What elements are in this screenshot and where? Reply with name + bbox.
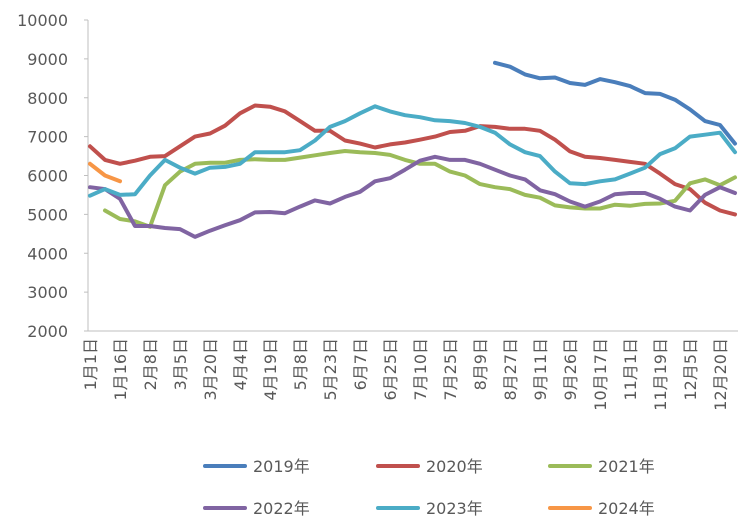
y-tick-label: 5000 bbox=[27, 205, 68, 224]
x-tick-label: 7月25日 bbox=[441, 338, 460, 401]
y-tick-label: 10000 bbox=[17, 11, 68, 30]
y-tick-label: 2000 bbox=[27, 322, 68, 341]
x-tick-label: 9月26日 bbox=[561, 338, 580, 401]
x-tick-label: 2月8日 bbox=[141, 338, 160, 390]
legend-label: 2023年 bbox=[426, 499, 483, 518]
series-line bbox=[88, 154, 737, 239]
x-tick-label: 6月7日 bbox=[351, 338, 370, 390]
x-tick-label: 4月4日 bbox=[231, 338, 250, 390]
legend-label: 2020年 bbox=[426, 457, 483, 476]
x-tick-label: 5月23日 bbox=[321, 338, 340, 401]
legend-label: 2019年 bbox=[253, 457, 310, 476]
x-tick-label: 12月5日 bbox=[681, 338, 700, 401]
legend-label: 2022年 bbox=[253, 499, 310, 518]
legend-label: 2024年 bbox=[598, 499, 655, 518]
x-tick-label: 8月27日 bbox=[501, 338, 520, 401]
series-line bbox=[88, 161, 122, 184]
x-tick-label: 1月1日 bbox=[81, 338, 100, 390]
series-line bbox=[88, 104, 737, 198]
x-tick-label: 9月11日 bbox=[531, 338, 550, 401]
y-tick-label: 6000 bbox=[27, 167, 68, 186]
y-tick-label: 3000 bbox=[27, 283, 68, 302]
y-tick-label: 4000 bbox=[27, 244, 68, 263]
series-line bbox=[88, 103, 737, 217]
y-tick-label: 9000 bbox=[27, 50, 68, 69]
series-line bbox=[103, 149, 737, 229]
x-tick-label: 10月17日 bbox=[591, 338, 610, 411]
x-tick-label: 6月25日 bbox=[381, 338, 400, 401]
x-tick-label: 5月8日 bbox=[291, 338, 310, 390]
x-tick-label: 7月10日 bbox=[411, 338, 430, 401]
x-tick-label: 4月19日 bbox=[261, 338, 280, 401]
x-tick-label: 8月9日 bbox=[471, 338, 490, 390]
y-tick-label: 8000 bbox=[27, 89, 68, 108]
y-tick-label: 7000 bbox=[27, 128, 68, 147]
x-tick-label: 3月5日 bbox=[171, 338, 190, 390]
series-line bbox=[493, 60, 737, 146]
x-tick-label: 11月1日 bbox=[621, 338, 640, 401]
x-tick-label: 1月16日 bbox=[111, 338, 130, 401]
x-tick-label: 11月19日 bbox=[651, 338, 670, 411]
x-tick-label: 3月20日 bbox=[201, 338, 220, 401]
legend-label: 2021年 bbox=[598, 457, 655, 476]
x-tick-label: 12月20日 bbox=[711, 338, 730, 411]
